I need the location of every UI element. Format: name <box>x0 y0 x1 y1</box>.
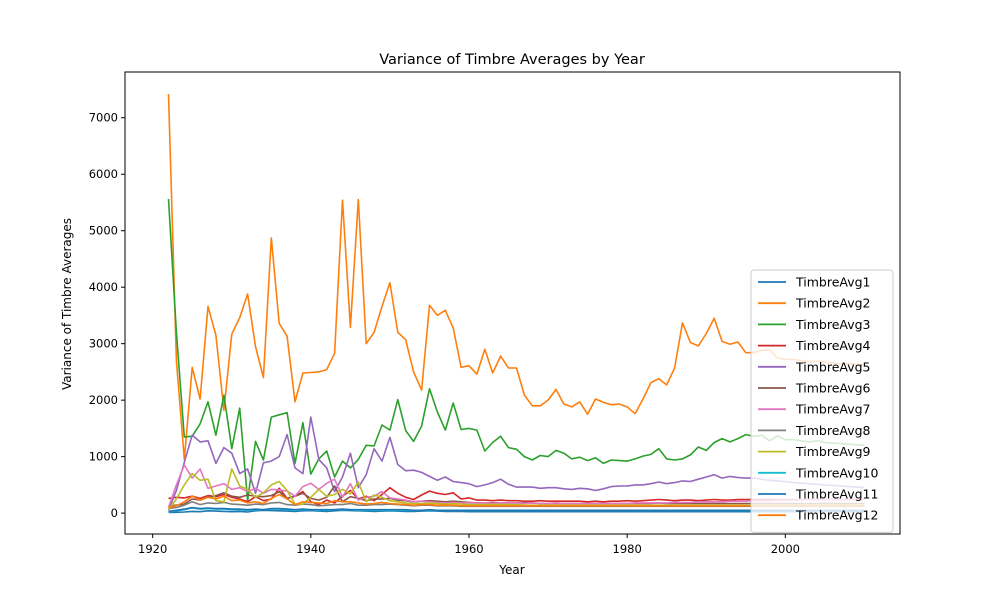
x-tick-label: 1920 <box>138 542 167 556</box>
legend-label-6: TimbreAvg6 <box>795 381 871 396</box>
plot-frame <box>124 71 901 535</box>
y-tick-label: 0 <box>111 506 118 520</box>
legend-label-5: TimbreAvg5 <box>795 359 871 374</box>
legend-box <box>750 269 894 533</box>
x-tick-label: 1980 <box>613 542 642 556</box>
series-line-11 <box>168 506 865 513</box>
legend-label-9: TimbreAvg9 <box>795 444 871 459</box>
series-line-4 <box>168 486 865 506</box>
legend-label-4: TimbreAvg4 <box>795 338 871 353</box>
y-tick-label: 7000 <box>89 111 118 125</box>
x-tick-label: 2000 <box>771 542 800 556</box>
x-tick-label: 1960 <box>454 542 483 556</box>
y-tick-label: 4000 <box>89 280 118 294</box>
legend-label-11: TimbreAvg11 <box>795 487 878 502</box>
y-tick-label: 5000 <box>89 224 118 238</box>
series-line-5 <box>167 416 865 511</box>
y-tick-label: 6000 <box>89 167 118 181</box>
y-axis-label: Variance of Timbre Averages <box>60 218 74 390</box>
chart-title: Variance of Timbre Averages by Year <box>379 52 645 68</box>
series-line-2 <box>167 93 865 461</box>
legend-label-2: TimbreAvg2 <box>795 296 871 311</box>
legend-label-10: TimbreAvg10 <box>795 465 878 480</box>
legend: TimbreAvg1 TimbreAvg2 TimbreAvg3 TimbreAvg4… <box>750 269 894 533</box>
series-line-1 <box>168 509 865 514</box>
legend-label-8: TimbreAvg8 <box>795 423 871 438</box>
y-tick-label: 1000 <box>89 450 118 464</box>
series-layer <box>167 93 865 514</box>
x-axis-label: Year <box>498 563 524 577</box>
series-line-3 <box>167 199 865 502</box>
series-line-7 <box>167 464 865 508</box>
legend-label-7: TimbreAvg7 <box>795 402 871 417</box>
legend-label-3: TimbreAvg3 <box>795 317 871 332</box>
y-tick-label: 2000 <box>89 393 118 407</box>
y-tick-label: 3000 <box>89 337 118 351</box>
x-tick-label: 1940 <box>296 542 325 556</box>
axes-layer: 1920 1940 1960 1980 2000 0 1000 2000 3000 4000 500… <box>89 71 901 556</box>
series-line-12 <box>168 493 865 509</box>
legend-label-1: TimbreAvg1 <box>795 275 871 290</box>
legend-label-12: TimbreAvg12 <box>795 508 878 523</box>
